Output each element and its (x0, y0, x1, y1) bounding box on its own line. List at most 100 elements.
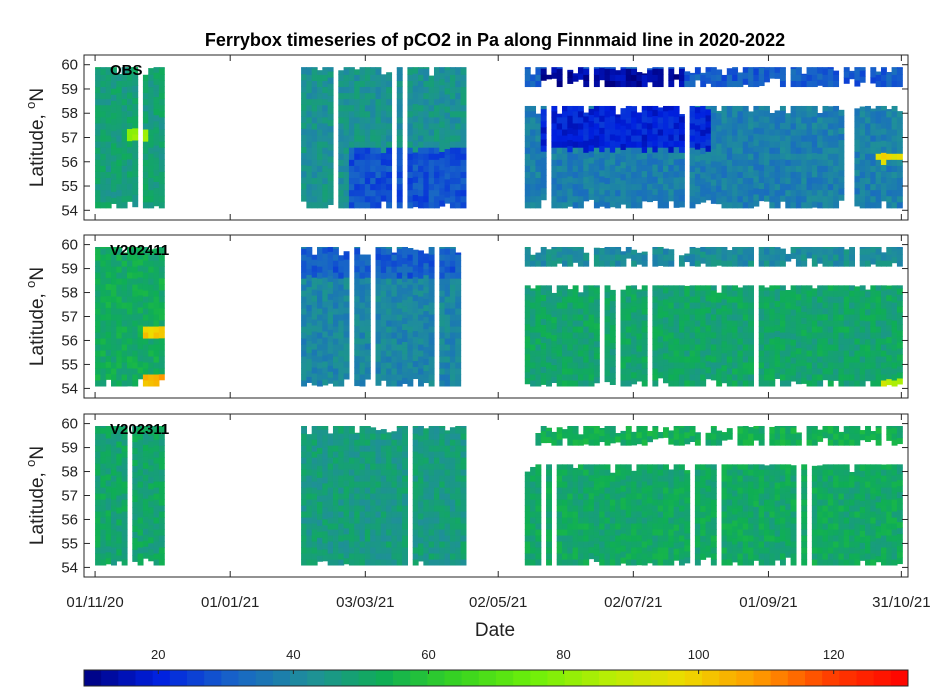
data-cell (116, 542, 123, 550)
data-cell (700, 159, 707, 167)
data-cell (301, 164, 307, 172)
data-cell (870, 129, 877, 136)
data-cell (663, 122, 669, 130)
data-cell (748, 254, 754, 261)
data-cell (790, 153, 797, 160)
data-cell (657, 147, 664, 154)
data-cell (811, 164, 818, 172)
data-cell (142, 380, 149, 387)
data-cell (689, 320, 696, 327)
data-cell (332, 290, 339, 297)
data-cell (700, 74, 707, 81)
data-cell (577, 292, 584, 297)
data-cell (700, 246, 707, 252)
data-cell (865, 296, 871, 304)
data-cell (116, 326, 123, 333)
data-cell (153, 151, 160, 158)
data-cell (891, 189, 898, 197)
data-cell (891, 141, 898, 148)
data-cell (100, 380, 107, 387)
data-cell (418, 159, 424, 166)
data-cell (896, 354, 903, 361)
data-cell (891, 122, 898, 130)
data-cell (609, 260, 616, 267)
data-cell (572, 171, 579, 179)
data-cell (880, 368, 887, 375)
data-cell (609, 67, 616, 69)
data-cell (412, 133, 419, 141)
data-cell (694, 254, 701, 261)
data-cell (444, 166, 451, 174)
data-cell (322, 74, 329, 81)
data-cell (343, 159, 350, 166)
data-cell (153, 529, 160, 536)
data-cell (428, 296, 435, 303)
data-cell (875, 260, 882, 267)
data-cell (116, 135, 123, 142)
data-cell (801, 195, 808, 203)
data-cell (854, 296, 861, 303)
data-cell (311, 141, 318, 148)
data-cell (572, 290, 579, 297)
data-cell (311, 547, 318, 554)
data-cell (311, 135, 318, 142)
data-cell (604, 183, 611, 191)
data-cell (742, 380, 749, 387)
data-cell (391, 284, 398, 291)
data-cell (396, 86, 403, 94)
data-cell (375, 271, 382, 278)
data-cell (849, 254, 855, 261)
data-cell (705, 114, 712, 122)
data-cell (764, 338, 770, 345)
data-cell (562, 380, 568, 387)
data-cell (433, 74, 440, 81)
data-cell (111, 320, 117, 327)
data-cell (95, 110, 101, 118)
data-cell (567, 290, 574, 297)
data-cell (153, 457, 160, 464)
data-cell (657, 107, 664, 112)
data-cell (327, 137, 334, 145)
data-cell (148, 122, 155, 130)
data-cell (870, 141, 877, 148)
data-cell (148, 201, 155, 209)
data-cell (301, 73, 307, 81)
data-cell (142, 246, 149, 249)
data-cell (875, 246, 882, 249)
data-cell (748, 338, 754, 345)
data-cell (423, 165, 430, 172)
data-cell (332, 326, 339, 333)
data-cell (158, 259, 165, 267)
data-cell (716, 155, 723, 162)
data-cell (827, 308, 834, 315)
data-cell (880, 122, 887, 129)
data-cell (359, 147, 366, 154)
data-cell (615, 141, 622, 148)
data-cell (764, 176, 770, 184)
data-cell (795, 110, 802, 118)
data-cell (700, 183, 707, 191)
data-cell (609, 312, 616, 320)
data-cell (577, 326, 584, 333)
data-cell (418, 165, 424, 172)
data-cell (795, 122, 802, 130)
data-cell (593, 159, 600, 166)
data-cell (444, 308, 451, 315)
data-cell (449, 98, 456, 106)
data-cell (301, 445, 307, 452)
data-cell (849, 356, 855, 363)
data-cell (567, 194, 574, 201)
data-cell (678, 290, 685, 297)
data-cell (137, 282, 144, 290)
data-cell (301, 427, 307, 434)
data-cell (423, 370, 430, 378)
data-cell (742, 368, 749, 375)
data-cell (896, 159, 903, 166)
data-cell (148, 272, 155, 279)
data-cell (641, 254, 648, 261)
data-cell (556, 141, 563, 148)
data-cell (375, 265, 382, 272)
data-cell (721, 316, 728, 324)
data-cell (433, 177, 440, 185)
